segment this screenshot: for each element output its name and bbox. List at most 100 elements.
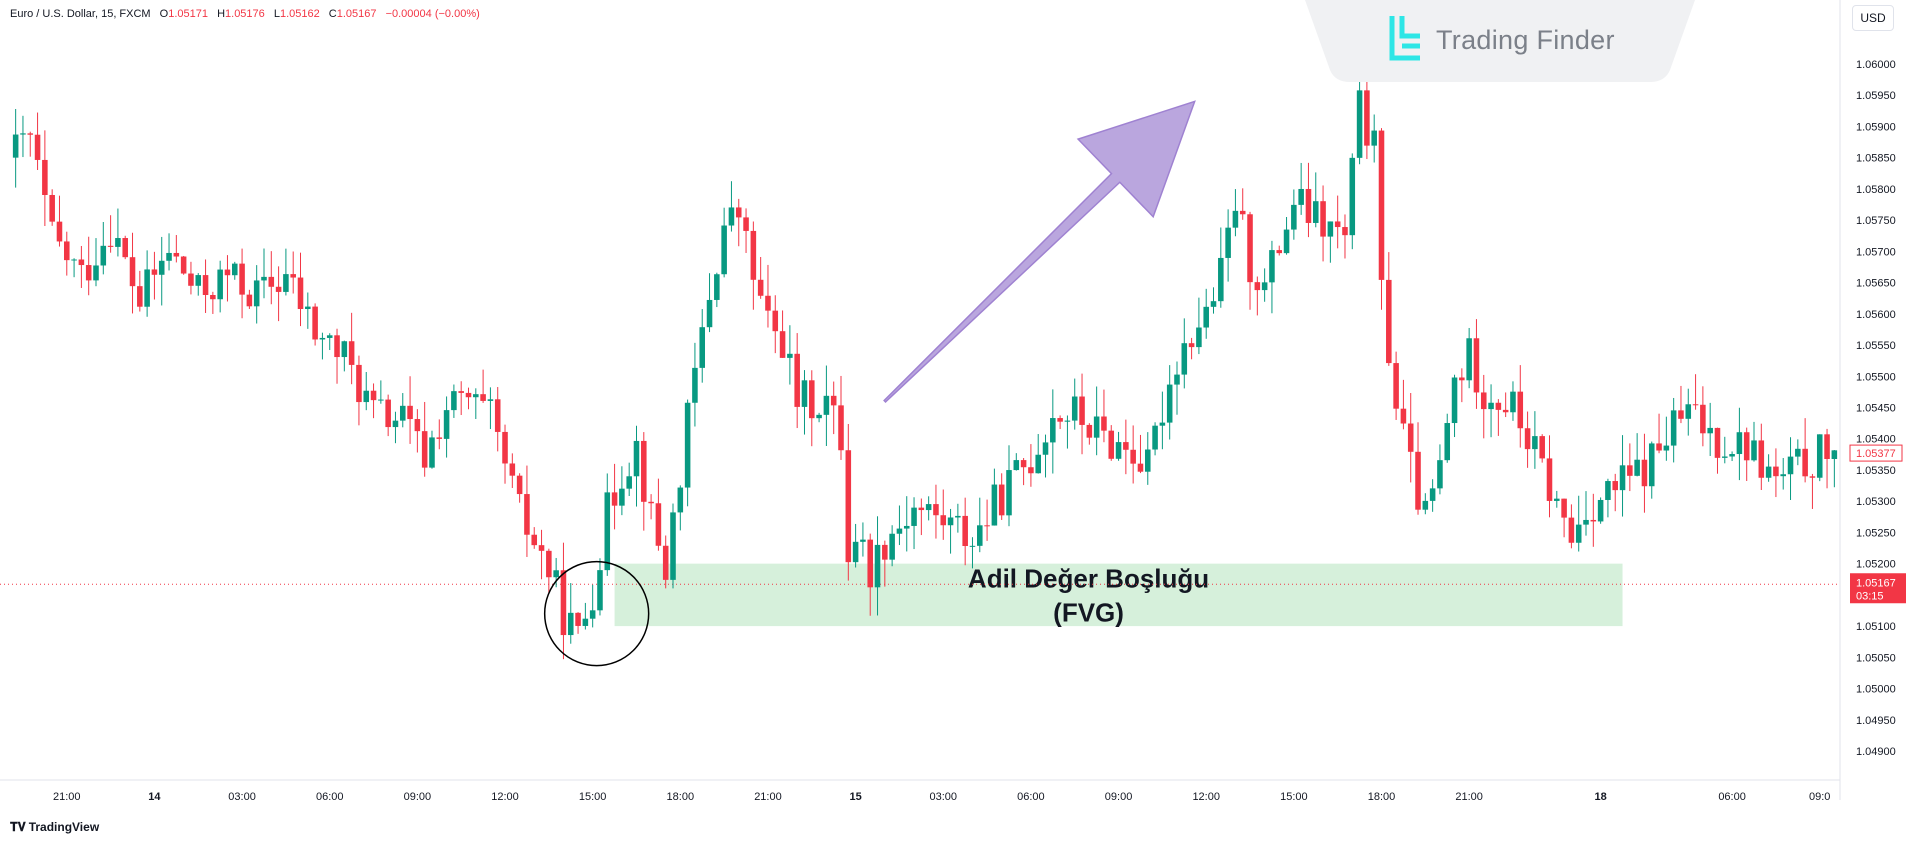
candle xyxy=(100,221,107,275)
candle-body xyxy=(750,230,757,280)
candle-body xyxy=(692,367,698,403)
candle xyxy=(1188,337,1195,360)
candle xyxy=(1276,245,1283,256)
candle-body xyxy=(1466,338,1472,381)
candle xyxy=(56,195,63,247)
candle-body xyxy=(1269,250,1275,283)
candle-body xyxy=(407,405,413,420)
candle-body xyxy=(516,475,523,495)
candle xyxy=(801,370,808,435)
candle-body xyxy=(955,515,961,518)
candle-body xyxy=(1561,498,1567,518)
candle-body xyxy=(246,294,253,307)
candle xyxy=(714,272,720,308)
candle-body xyxy=(553,570,559,578)
candle-body xyxy=(706,299,713,328)
candle-body xyxy=(297,277,304,310)
candle-body xyxy=(1473,338,1480,393)
candle-body xyxy=(290,274,296,278)
candle xyxy=(180,255,187,275)
candle xyxy=(378,380,384,404)
candle-body xyxy=(1254,282,1261,291)
candle-body xyxy=(166,252,172,261)
candle xyxy=(947,508,954,554)
candle xyxy=(414,409,421,453)
candle-body xyxy=(619,488,625,506)
candle-body xyxy=(1554,498,1560,501)
candle-body xyxy=(1539,436,1545,459)
candle xyxy=(1407,392,1414,483)
candle-body xyxy=(1028,467,1034,474)
time-tick-label: 06:00 xyxy=(1017,791,1045,803)
time-tick-label: 09:0 xyxy=(1809,791,1830,803)
currency-button[interactable]: USD xyxy=(1852,5,1894,31)
candle-body xyxy=(334,335,340,358)
time-tick-label: 18:00 xyxy=(667,791,695,803)
candle xyxy=(1356,75,1363,165)
candle-body xyxy=(1378,130,1385,280)
candle xyxy=(210,291,216,314)
candle xyxy=(297,252,304,327)
candle xyxy=(1327,221,1334,263)
price-tick-label: 1.06000 xyxy=(1856,59,1896,71)
candle-body xyxy=(1663,445,1670,451)
candle xyxy=(144,250,150,317)
candle-body xyxy=(1502,409,1509,413)
candle-body xyxy=(1510,391,1516,413)
candle-body xyxy=(670,512,676,580)
candle-body xyxy=(1064,420,1071,422)
candle-body xyxy=(509,463,516,476)
candle-body xyxy=(728,207,735,226)
candle-body xyxy=(239,263,245,295)
candle-body xyxy=(1824,434,1830,460)
candle-body xyxy=(611,492,618,506)
change-value: −0.00004 (−0.00%) xyxy=(385,8,480,20)
candle-body xyxy=(283,274,289,292)
candle xyxy=(509,453,516,488)
candle-body xyxy=(429,437,435,468)
candle xyxy=(633,425,640,507)
candle xyxy=(955,503,961,533)
candle-body xyxy=(524,494,530,535)
candle-body xyxy=(1634,459,1640,476)
candle xyxy=(115,208,121,257)
candle-body xyxy=(867,539,873,588)
candle xyxy=(348,312,355,385)
candle xyxy=(918,498,925,536)
candle xyxy=(1692,374,1699,410)
candle-body xyxy=(962,515,968,547)
candle xyxy=(93,238,99,287)
price-tick-label: 1.05700 xyxy=(1856,246,1896,258)
candle xyxy=(794,333,800,429)
candle xyxy=(494,387,501,452)
candle xyxy=(1020,458,1027,486)
candle-body xyxy=(1137,463,1144,472)
candle xyxy=(356,355,362,426)
candle-body xyxy=(210,294,216,300)
candle-body xyxy=(1714,427,1721,458)
candle-body xyxy=(473,394,479,398)
trading-finder-logo-icon xyxy=(1389,16,1420,61)
candle-body xyxy=(100,245,107,266)
candle-body xyxy=(78,259,85,266)
candle xyxy=(896,505,903,546)
candle-body xyxy=(1057,418,1063,422)
candle xyxy=(49,189,55,226)
candle xyxy=(1575,495,1582,552)
candle-body xyxy=(1196,327,1202,348)
candle xyxy=(1773,448,1779,498)
candle xyxy=(1517,365,1524,448)
candle-body xyxy=(1619,465,1626,491)
candle xyxy=(1663,416,1670,461)
candle-body xyxy=(1575,524,1582,543)
candle xyxy=(838,375,844,460)
candle-body xyxy=(641,440,647,502)
candle-body xyxy=(991,484,998,526)
candle-body xyxy=(757,279,764,296)
candle-body xyxy=(1393,363,1399,409)
candle-body xyxy=(787,353,793,358)
candle-body xyxy=(1261,282,1268,291)
candle-body xyxy=(1627,465,1633,476)
candle xyxy=(1378,128,1385,310)
